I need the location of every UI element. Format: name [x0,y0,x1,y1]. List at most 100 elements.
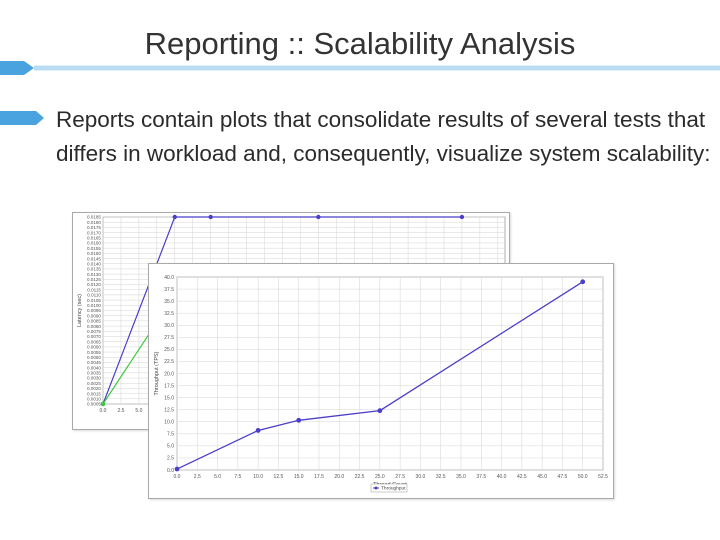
throughput-y-tick: 5.0 [167,444,174,450]
latency-y-label: Latency (sec) [77,294,83,327]
throughput-y-tick: 7.5 [167,432,174,438]
latency-data-point [316,214,321,220]
bullet-arrow-icon [0,111,44,125]
latency-x-tick: 0.0 [100,408,107,414]
latency-y-tick: 0.0010 [87,397,101,402]
latency-y-tick: 0.0065 [87,339,101,344]
throughput-y-tick: 17.5 [164,383,174,389]
throughput-x-tick: 22.5 [355,474,365,480]
throughput-data-point [174,466,180,472]
latency-y-tick: 0.0100 [87,303,101,308]
latency-x-tick: 2.5 [117,408,124,414]
latency-y-tick: 0.0125 [87,277,101,282]
latency-y-tick: 0.0080 [87,324,101,329]
throughput-x-tick: 42.5 [517,474,527,480]
latency-data-point [100,401,106,407]
throughput-y-tick: 12.5 [164,407,174,413]
latency-y-tick: 0.0150 [87,251,101,256]
throughput-data-point [377,408,383,414]
throughput-x-tick: 47.5 [558,474,568,480]
latency-y-tick: 0.0185 [87,215,101,220]
slide-title: Reporting :: Scalability Analysis [144,26,576,61]
latency-y-tick: 0.0165 [87,235,101,240]
latency-y-tick: 0.0020 [87,386,101,391]
throughput-x-tick: 32.5 [436,474,446,480]
throughput-data-point [580,279,586,285]
throughput-x-tick: 30.0 [416,474,426,480]
throughput-x-tick: 27.5 [395,474,405,480]
throughput-y-tick: 30.0 [164,323,174,329]
throughput-chart: 0.0 2.5 5.0 7.5 10.0 12.5 15.0 17.5 20.0 22.5 25.0… [154,275,608,493]
throughput-x-tick: 2.5 [194,474,201,480]
throughput-y-tick: 37.5 [164,287,174,293]
latency-y-tick: 0.0110 [87,293,101,298]
throughput-x-tick: 15.0 [294,474,304,480]
throughput-legend [370,483,408,493]
latency-y-tick: 0.0005 [87,402,101,407]
bullet-text: Reports contain plots that consolidate r… [56,107,711,166]
latency-y-tick: 0.0095 [87,308,101,313]
throughput-x-tick: 10.0 [253,474,263,480]
latency-y-tick: 0.0040 [87,365,101,370]
throughput-legend-label: Throughput [381,486,406,492]
throughput-y-tick: 35.0 [164,299,174,305]
throughput-chart-screenshot: 0.0 2.5 5.0 7.5 10.0 12.5 15.0 17.5 20.0 22.5 25.0… [148,263,614,499]
throughput-x-tick: 40.0 [497,474,507,480]
throughput-x-tick: 12.5 [274,474,284,480]
latency-y-tick: 0.0145 [87,256,101,261]
throughput-x-tick: 50.0 [578,474,588,480]
throughput-y-tick: 20.0 [164,371,174,377]
latency-y-tick: 0.0175 [87,225,101,230]
latency-y-tick: 0.0130 [87,272,101,277]
latency-y-tick: 0.0160 [87,241,101,246]
throughput-legend-swatch-dot [374,486,378,490]
throughput-y-label: Throughput (TPS) [154,351,160,395]
latency-y-tick: 0.0120 [87,282,101,287]
throughput-y-tick: 2.5 [167,456,174,462]
throughput-x-tick: 25.0 [375,474,385,480]
latency-data-point [172,214,177,220]
throughput-y-tick: 15.0 [164,395,174,401]
throughput-data-point [255,428,261,433]
throughput-x-tick: 5.0 [214,474,221,480]
latency-x-tick: 5.0 [135,408,142,414]
latency-y-tick: 0.0050 [87,355,101,360]
throughput-x-tick: 37.5 [476,474,486,480]
throughput-x-tick: 35.0 [456,474,466,480]
latency-y-tick: 0.0035 [87,371,101,376]
throughput-y-tick: 10.0 [164,420,174,426]
latency-data-point [459,214,465,220]
throughput-y-tick: 40.0 [164,275,174,281]
throughput-y-tick: 25.0 [164,347,174,353]
throughput-x-tick: 45.0 [537,474,547,480]
latency-y-tick: 0.0170 [87,230,101,235]
latency-y-tick: 0.0015 [87,391,101,396]
latency-y-tick: 0.0075 [87,329,101,334]
latency-y-tick: 0.0030 [87,376,101,381]
latency-y-tick: 0.0060 [87,345,101,350]
throughput-y-tick: 22.5 [164,359,174,365]
title-underline [0,61,720,75]
latency-y-tick: 0.0055 [87,350,101,355]
latency-y-tick: 0.0090 [87,313,101,318]
throughput-x-tick: 17.5 [314,474,324,480]
throughput-y-tick: 27.5 [164,335,174,341]
throughput-x-tick: 20.0 [334,474,344,480]
throughput-y-tick: 0.0 [167,468,174,474]
latency-y-tick: 0.0070 [87,334,101,339]
latency-y-tick: 0.0045 [87,360,101,365]
throughput-data-point [296,417,302,423]
latency-y-tick: 0.0085 [87,319,101,324]
latency-y-tick: 0.0155 [87,246,101,251]
throughput-x-tick: 0.0 [174,474,181,480]
latency-data-point [208,214,213,220]
latency-y-tick: 0.0135 [87,267,101,272]
throughput-x-tick: 52.5 [598,474,608,480]
latency-y-tick: 0.0105 [87,298,101,303]
latency-y-tick: 0.0025 [87,381,101,386]
latency-y-tick: 0.0140 [87,261,101,266]
throughput-y-tick: 32.5 [164,311,174,317]
latency-y-tick: 0.0180 [87,220,101,225]
latency-y-tick: 0.0115 [87,287,101,292]
throughput-x-tick: 7.5 [234,474,241,480]
